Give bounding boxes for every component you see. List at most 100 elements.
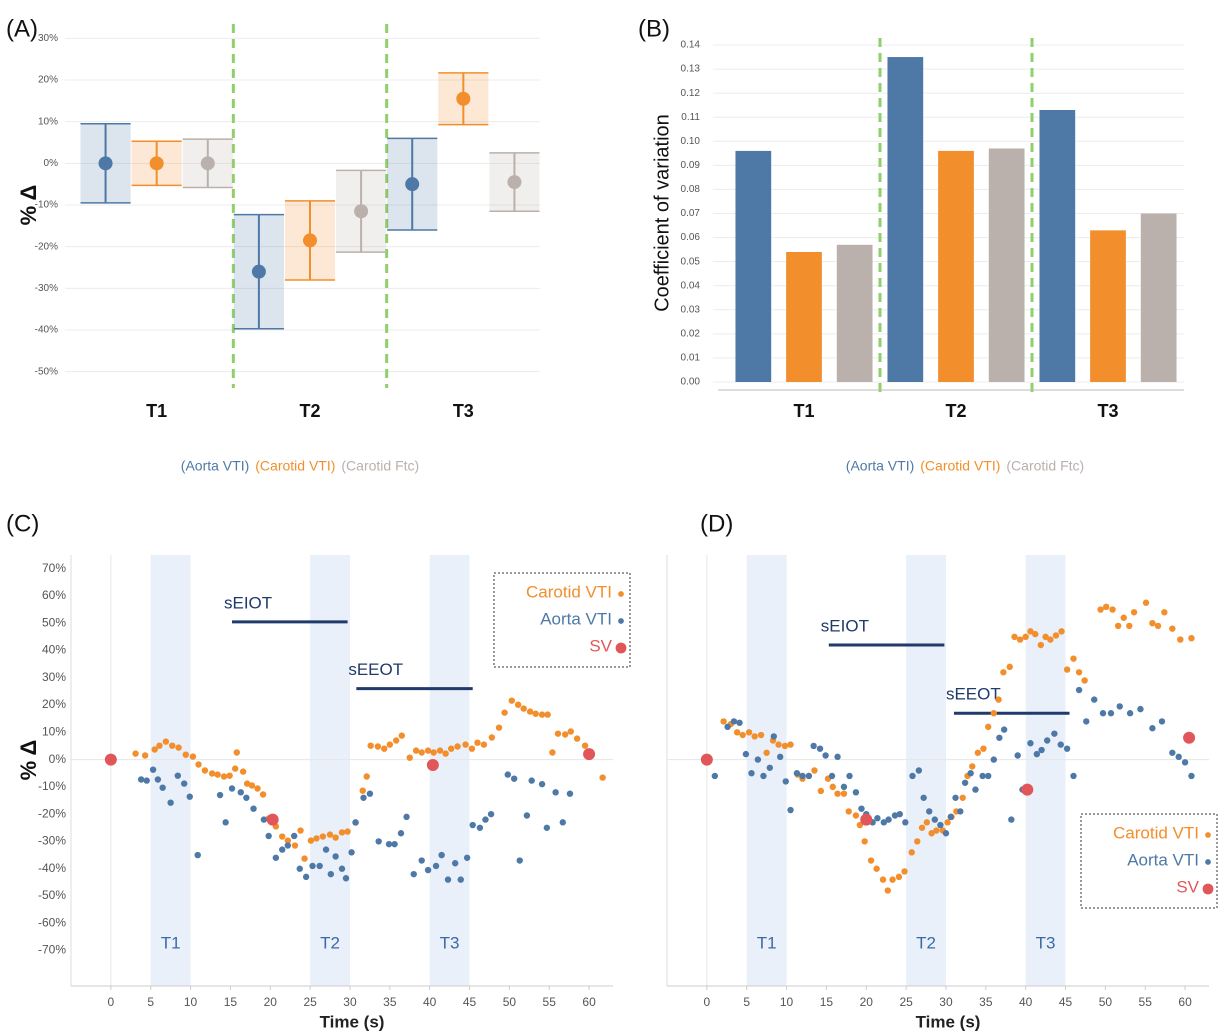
point xyxy=(957,808,964,815)
point xyxy=(194,851,201,859)
bar xyxy=(938,150,974,382)
legend-entry: (Aorta VTI) xyxy=(846,458,914,474)
point xyxy=(874,815,881,822)
point xyxy=(1042,633,1049,641)
x-tick-label: 60 xyxy=(582,995,596,1009)
y-tick-label: 0.09 xyxy=(681,160,701,171)
point xyxy=(332,834,339,841)
point xyxy=(845,808,852,815)
point xyxy=(724,723,731,731)
point xyxy=(829,783,836,791)
point xyxy=(532,710,539,717)
point xyxy=(990,756,997,763)
point xyxy=(338,829,346,836)
point xyxy=(942,830,950,837)
point xyxy=(451,860,459,867)
point xyxy=(867,857,875,864)
point xyxy=(307,837,315,844)
time-window-label: T1 xyxy=(161,933,181,952)
point xyxy=(879,876,887,883)
legend-entry: (Carotid VTI) xyxy=(920,458,1000,474)
point xyxy=(915,767,923,774)
x-tick-label: 10 xyxy=(780,995,794,1009)
point xyxy=(143,777,150,784)
point xyxy=(861,838,868,845)
point xyxy=(1063,745,1071,752)
x-tick-label: 60 xyxy=(1178,995,1192,1009)
point xyxy=(909,772,916,780)
point xyxy=(810,742,817,750)
time-window xyxy=(429,555,470,986)
point xyxy=(748,770,755,777)
point xyxy=(805,772,813,780)
x-tick-label: 40 xyxy=(423,995,437,1009)
legend-entry: (Carotid VTI) xyxy=(255,458,335,474)
point xyxy=(908,849,915,856)
point xyxy=(279,846,286,853)
point xyxy=(816,745,824,752)
y-tick-label: -30% xyxy=(35,283,58,294)
point xyxy=(430,749,437,756)
bar xyxy=(887,57,924,383)
point xyxy=(406,754,413,761)
point xyxy=(284,842,291,849)
point xyxy=(885,816,892,823)
point xyxy=(243,794,250,801)
x-tick-label: 5 xyxy=(147,995,154,1009)
point xyxy=(313,835,320,842)
point xyxy=(175,744,182,751)
point xyxy=(454,743,461,750)
point xyxy=(559,819,566,826)
point xyxy=(840,790,848,797)
point xyxy=(581,742,589,749)
point xyxy=(228,785,236,792)
point xyxy=(301,855,308,862)
point xyxy=(296,865,303,872)
point xyxy=(514,701,522,708)
point xyxy=(233,749,240,756)
x-tick-label: T2 xyxy=(945,401,966,421)
bar xyxy=(1039,109,1076,382)
point xyxy=(858,805,865,812)
y-tick-label: 0.02 xyxy=(681,328,701,339)
point xyxy=(354,204,369,219)
point xyxy=(456,91,471,106)
y-tick-label: 0% xyxy=(44,158,59,169)
point xyxy=(1158,718,1166,725)
x-tick-label: 15 xyxy=(224,995,238,1009)
point xyxy=(884,887,891,894)
point xyxy=(1097,606,1104,613)
point xyxy=(730,718,738,725)
point xyxy=(840,783,848,791)
point xyxy=(132,750,139,757)
x-tick-label: 25 xyxy=(303,995,317,1009)
point xyxy=(811,767,818,774)
y-tick-label: 20% xyxy=(38,75,58,86)
y-tick-label: 30% xyxy=(38,33,58,44)
point xyxy=(860,813,873,826)
point xyxy=(1032,630,1039,638)
point xyxy=(817,787,825,795)
point xyxy=(251,264,266,279)
y-tick-label: 0.00 xyxy=(681,377,701,388)
y-tick-label: 20% xyxy=(42,697,66,711)
point xyxy=(393,737,400,744)
x-tick-label: T1 xyxy=(146,401,167,421)
point xyxy=(487,810,495,818)
point xyxy=(169,742,176,749)
x-tick-label: 50 xyxy=(503,995,517,1009)
point xyxy=(442,750,449,757)
point xyxy=(980,745,987,752)
point xyxy=(1137,705,1144,713)
point xyxy=(880,819,887,826)
point xyxy=(873,865,880,872)
point xyxy=(432,862,440,870)
point xyxy=(776,753,784,761)
bar xyxy=(988,148,1025,382)
point xyxy=(918,824,926,831)
x-tick-label: T3 xyxy=(453,401,474,421)
point xyxy=(426,759,439,772)
point xyxy=(495,724,503,731)
point xyxy=(733,729,741,736)
time-window xyxy=(310,555,350,986)
